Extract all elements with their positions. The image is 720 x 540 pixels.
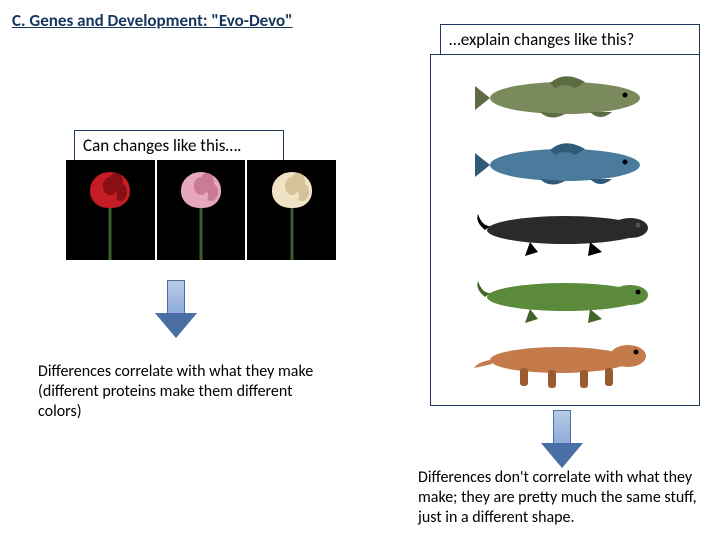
animal-fish-1 (470, 68, 660, 124)
animal-amphibian-green (470, 269, 660, 325)
right-question-header: …explain changes like this? (440, 24, 700, 55)
stem-icon (290, 205, 293, 260)
arrow-down-icon (542, 410, 582, 470)
flower-cream (247, 160, 336, 260)
page-title: C. Genes and Development: "Evo-Devo" (12, 10, 293, 31)
flower-red (66, 160, 157, 260)
animal-fish-2 (470, 135, 660, 191)
arrow-down-icon (156, 280, 196, 340)
carnation-icon (181, 172, 221, 208)
carnation-icon (90, 172, 130, 208)
animal-amphibian-dark (470, 202, 660, 258)
left-caption: Differences correlate with what they mak… (38, 362, 338, 422)
carnation-icon (272, 172, 312, 208)
right-caption: Differences don't correlate with what th… (418, 468, 708, 528)
flower-pink (157, 160, 248, 260)
animals-panel (430, 54, 700, 406)
left-question-header: Can changes like this…. (74, 130, 284, 161)
animal-tetrapod-orange (470, 336, 660, 392)
stem-icon (200, 205, 203, 260)
flowers-panel (66, 160, 336, 260)
stem-icon (109, 205, 112, 260)
